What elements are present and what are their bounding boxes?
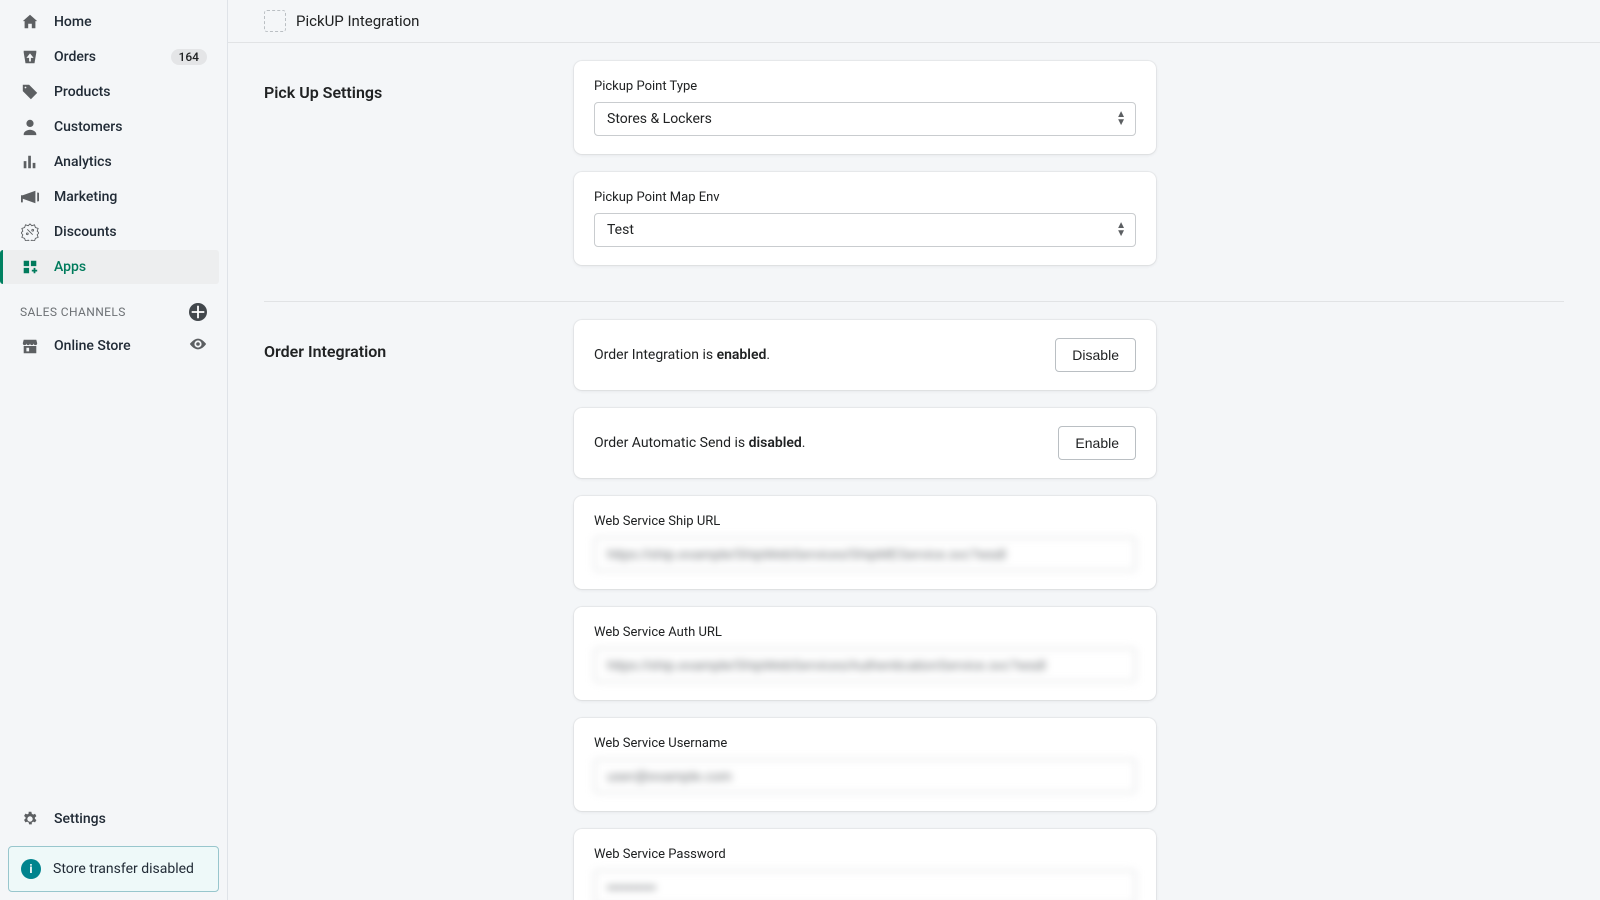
field-label: Pickup Point Type xyxy=(594,79,1136,94)
card-pickup-point-type: Pickup Point Type Stores & Lockers ▲▼ xyxy=(574,61,1156,154)
sidebar-item-home[interactable]: Home xyxy=(8,5,219,39)
section-heading-label: SALES CHANNELS xyxy=(20,305,126,319)
section-order-integration: Order Integration Order Integration is e… xyxy=(228,320,1600,900)
sidebar-item-customers[interactable]: Customers xyxy=(8,110,219,144)
analytics-icon xyxy=(20,152,40,172)
card-order-autosend-status: Order Automatic Send is disabled. Enable xyxy=(574,408,1156,478)
topbar: PickUP Integration xyxy=(228,0,1600,43)
discounts-icon xyxy=(20,222,40,242)
field-label: Web Service Auth URL xyxy=(594,625,1136,640)
app-icon xyxy=(264,10,286,32)
sidebar-item-label: Orders xyxy=(54,49,171,65)
apps-icon xyxy=(20,257,40,277)
auth-url-input[interactable] xyxy=(594,648,1136,682)
disable-integration-button[interactable]: Disable xyxy=(1055,338,1136,372)
sidebar-item-label: Online Store xyxy=(54,338,189,354)
orders-icon xyxy=(20,47,40,67)
products-icon xyxy=(20,82,40,102)
section-divider xyxy=(264,301,1564,302)
orders-badge: 164 xyxy=(171,49,207,65)
select-value: Test xyxy=(594,213,1136,247)
info-icon: i xyxy=(21,859,41,879)
field-label: Web Service Username xyxy=(594,736,1136,751)
sidebar-item-label: Marketing xyxy=(54,189,207,205)
alert-text: Store transfer disabled xyxy=(53,861,194,877)
username-input[interactable] xyxy=(594,759,1136,793)
pickup-point-type-select[interactable]: Stores & Lockers ▲▼ xyxy=(594,102,1136,136)
add-channel-button[interactable] xyxy=(189,303,207,321)
sidebar-item-orders[interactable]: Orders 164 xyxy=(8,40,219,74)
cards-col: Pickup Point Type Stores & Lockers ▲▼ Pi… xyxy=(574,61,1156,283)
primary-nav: Home Orders 164 Products Customers Ana xyxy=(0,4,227,285)
settings-link[interactable]: Settings xyxy=(8,800,219,838)
sales-channels-heading: SALES CHANNELS xyxy=(0,285,227,327)
page-title: PickUP Integration xyxy=(296,12,419,30)
main-content: PickUP Integration Pick Up Settings Pick… xyxy=(228,0,1600,900)
home-icon xyxy=(20,12,40,32)
status-text: Order Automatic Send is disabled. xyxy=(594,435,805,451)
sidebar-item-label: Customers xyxy=(54,119,207,135)
channels-nav: Online Store xyxy=(0,327,227,365)
sidebar-item-label: Products xyxy=(54,84,207,100)
card-auth-url: Web Service Auth URL xyxy=(574,607,1156,700)
customers-icon xyxy=(20,117,40,137)
card-pickup-map-env: Pickup Point Map Env Test ▲▼ xyxy=(574,172,1156,265)
card-ship-url: Web Service Ship URL xyxy=(574,496,1156,589)
section-title-col: Order Integration xyxy=(264,320,574,900)
sidebar-item-online-store[interactable]: Online Store xyxy=(8,328,219,364)
store-icon xyxy=(20,336,40,356)
card-username: Web Service Username xyxy=(574,718,1156,811)
section-title-col: Pick Up Settings xyxy=(264,61,574,283)
marketing-icon xyxy=(20,187,40,207)
pickup-map-env-select[interactable]: Test ▲▼ xyxy=(594,213,1136,247)
store-transfer-alert[interactable]: i Store transfer disabled xyxy=(8,846,219,892)
cards-col: Order Integration is enabled. Disable Or… xyxy=(574,320,1156,900)
field-label: Web Service Ship URL xyxy=(594,514,1136,529)
section-pickup-settings: Pick Up Settings Pickup Point Type Store… xyxy=(228,61,1600,283)
eye-icon[interactable] xyxy=(189,335,207,357)
section-title: Order Integration xyxy=(264,342,550,361)
sidebar-item-label: Discounts xyxy=(54,224,207,240)
password-input[interactable] xyxy=(594,870,1136,900)
content: Pick Up Settings Pickup Point Type Store… xyxy=(228,43,1600,900)
select-value: Stores & Lockers xyxy=(594,102,1136,136)
sidebar-item-apps[interactable]: Apps xyxy=(0,250,219,284)
card-order-integration-status: Order Integration is enabled. Disable xyxy=(574,320,1156,390)
sidebar-footer: Settings i Store transfer disabled xyxy=(0,800,227,900)
settings-label: Settings xyxy=(54,811,106,827)
sidebar: Home Orders 164 Products Customers Ana xyxy=(0,0,228,900)
field-label: Web Service Password xyxy=(594,847,1136,862)
section-title: Pick Up Settings xyxy=(264,83,550,102)
sidebar-item-marketing[interactable]: Marketing xyxy=(8,180,219,214)
ship-url-input[interactable] xyxy=(594,537,1136,571)
card-password: Web Service Password xyxy=(574,829,1156,900)
sidebar-item-discounts[interactable]: Discounts xyxy=(8,215,219,249)
sidebar-item-analytics[interactable]: Analytics xyxy=(8,145,219,179)
sidebar-item-label: Apps xyxy=(54,259,207,275)
sidebar-item-products[interactable]: Products xyxy=(8,75,219,109)
status-text: Order Integration is enabled. xyxy=(594,347,770,363)
field-label: Pickup Point Map Env xyxy=(594,190,1136,205)
gear-icon xyxy=(20,809,40,829)
sidebar-item-label: Analytics xyxy=(54,154,207,170)
enable-autosend-button[interactable]: Enable xyxy=(1058,426,1136,460)
sidebar-item-label: Home xyxy=(54,14,207,30)
